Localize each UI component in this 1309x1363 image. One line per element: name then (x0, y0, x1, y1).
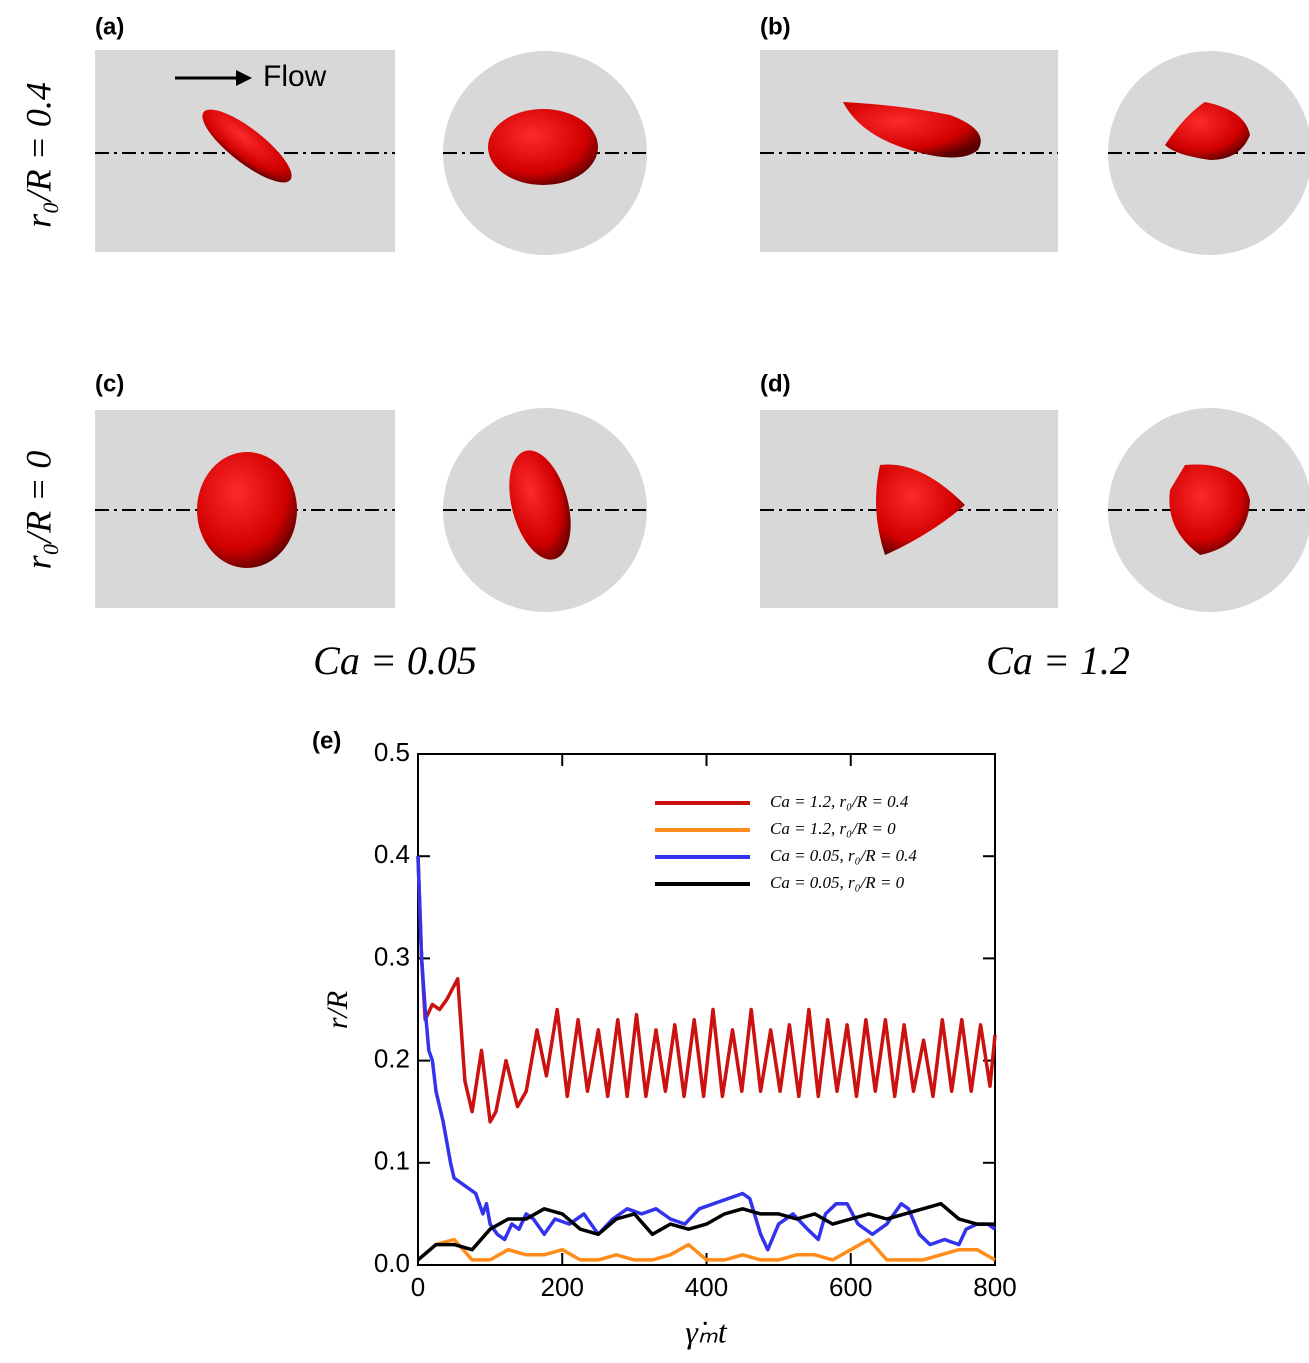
panel-c-graphics (95, 408, 647, 612)
panel-label: (a) (95, 13, 124, 40)
column-label: Ca = 1.2 (986, 638, 1130, 683)
x-tick-label: 200 (541, 1272, 584, 1302)
row-label: r₀/R = 0.4 (18, 82, 58, 228)
legend-label: Ca = 1.2, r₀/R = 0 (770, 819, 896, 838)
y-tick-label: 0.0 (374, 1248, 410, 1278)
panel-d-graphics (760, 408, 1309, 612)
x-axis-label: γ̇ₘt (685, 1313, 728, 1349)
x-tick-label: 600 (829, 1272, 872, 1302)
legend-label: Ca = 0.05, r₀/R = 0 (770, 873, 905, 892)
panel-label: (e) (312, 727, 341, 754)
series-line (416, 856, 997, 1252)
x-tick-label: 400 (685, 1272, 728, 1302)
y-tick-label: 0.3 (374, 941, 410, 971)
series-line (416, 856, 997, 1124)
legend-label: Ca = 0.05, r₀/R = 0.4 (770, 846, 917, 865)
column-label: Ca = 0.05 (313, 638, 477, 683)
x-tick-label: 800 (973, 1272, 1016, 1302)
y-tick-label: 0.5 (374, 737, 410, 767)
x-tick-label: 0 (411, 1272, 425, 1302)
series-line (416, 1201, 995, 1262)
panel-label: (c) (95, 370, 124, 397)
panel-label: (b) (760, 13, 791, 40)
legend-label: Ca = 1.2, r₀/R = 0.4 (770, 792, 909, 811)
y-tick-label: 0.1 (374, 1146, 410, 1176)
series-line (416, 1237, 996, 1262)
panel-label: (d) (760, 370, 791, 397)
flow-label: Flow (263, 60, 327, 93)
panel-a-graphics (95, 50, 647, 255)
row-label: r₀/R = 0 (18, 451, 58, 570)
panel-b-graphics (760, 50, 1309, 255)
y-tick-label: 0.2 (374, 1043, 410, 1073)
y-axis-label: r/R (321, 991, 354, 1029)
y-tick-label: 0.4 (374, 839, 410, 869)
